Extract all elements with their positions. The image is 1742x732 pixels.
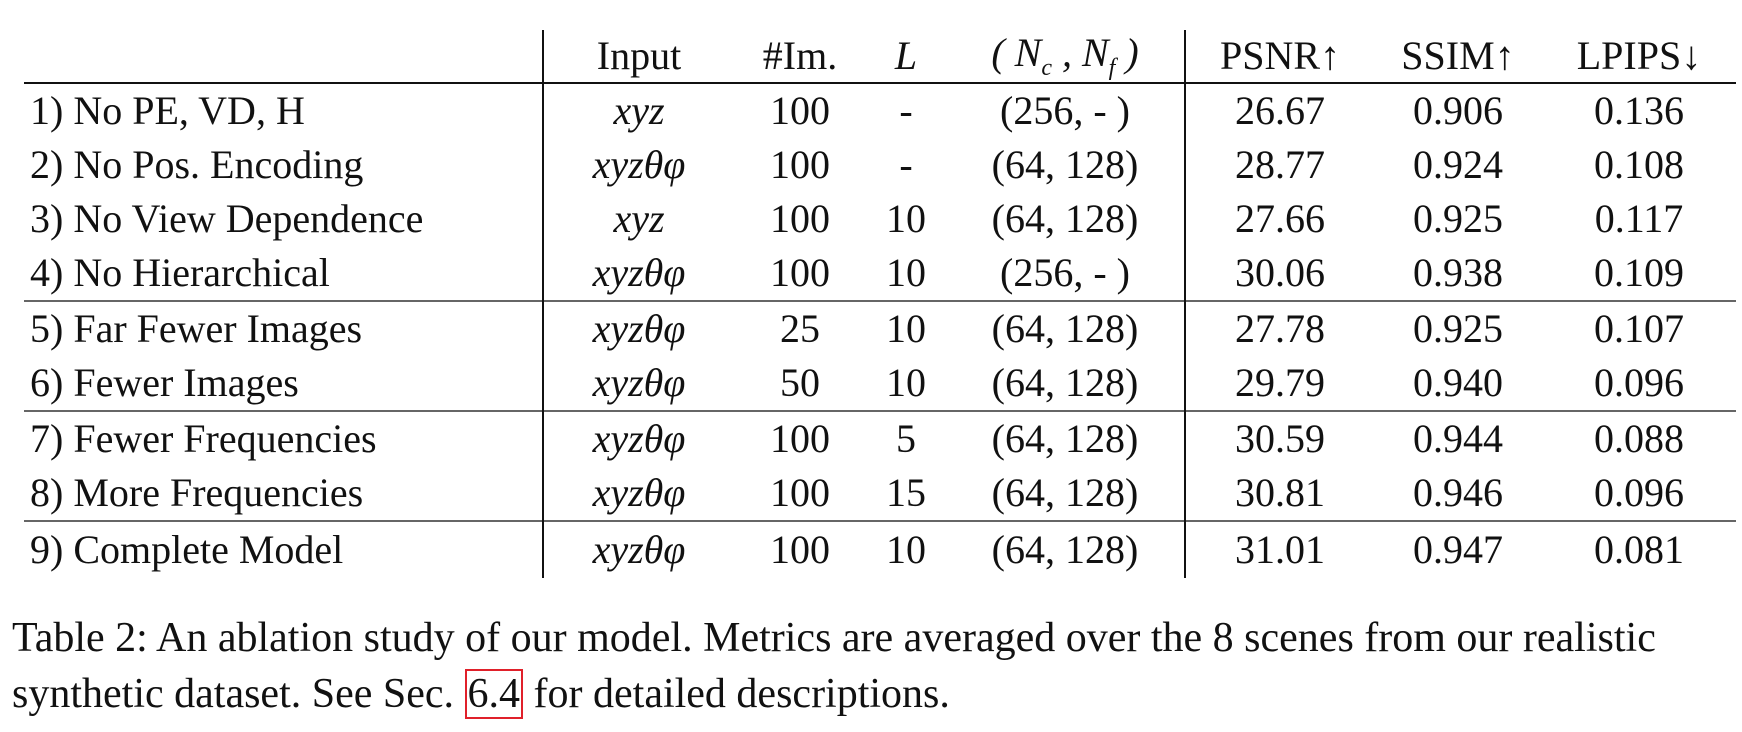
row-ssim: 0.938	[1413, 250, 1503, 295]
row-samples: (64, 128)	[946, 520, 1186, 578]
row-images: 100	[770, 88, 830, 133]
row-input: xyzθφ	[542, 138, 734, 192]
table-row: 6) Fewer Images xyzθφ 50 10 (64, 128) 29…	[24, 356, 1736, 411]
row-ssim: 0.925	[1374, 300, 1542, 356]
row-l: 10	[886, 196, 926, 241]
row-images: 100	[734, 410, 866, 466]
row-input: xyzθφ	[542, 300, 734, 356]
row-images: 100	[770, 470, 830, 515]
row-samples: (64, 128)	[946, 356, 1186, 411]
row-lpips: 0.107	[1542, 300, 1736, 356]
row-l: 15	[886, 470, 926, 515]
row-input: xyzθφ	[542, 520, 734, 578]
row-input: xyzθφ	[542, 466, 734, 521]
header-lpips: LPIPS↓	[1542, 30, 1736, 84]
row-samples: (64, 128)	[946, 192, 1186, 246]
table-body: 1) No PE, VD, H xyz 100 - (256, - ) 26.6…	[24, 83, 1736, 578]
header-l: L	[866, 30, 946, 84]
row-l: -	[899, 142, 913, 187]
row-psnr: 30.81	[1235, 470, 1325, 515]
row-lpips: 0.096	[1594, 360, 1684, 405]
row-label: 4) No Hierarchical	[30, 250, 330, 295]
table-row: 1) No PE, VD, H xyz 100 - (256, - ) 26.6…	[24, 83, 1736, 138]
table-row: 5) Far Fewer Images xyzθφ 25 10 (64, 128…	[24, 300, 1736, 356]
table-row: 4) No Hierarchical xyzθφ 100 10 (256, - …	[24, 246, 1736, 301]
header-nc-nf: ( Nc , Nf )	[946, 30, 1186, 84]
row-l: 10	[886, 250, 926, 295]
row-samples: (64, 128)	[946, 138, 1186, 192]
row-images: 100	[770, 250, 830, 295]
row-lpips: 0.117	[1594, 196, 1684, 241]
row-l: 10	[886, 360, 926, 405]
table-header-row: Input #Im. L ( Nc , Nf ) PSNR↑ SSIM↑ LPI…	[24, 30, 1736, 84]
row-input: xyzθφ	[542, 356, 734, 411]
row-lpips: 0.109	[1594, 250, 1684, 295]
row-psnr: 27.78	[1185, 300, 1374, 356]
table-caption: Table 2: An ablation study of our model.…	[12, 610, 1737, 722]
header-num-images: #Im.	[734, 30, 866, 84]
row-samples: (64, 128)	[946, 410, 1186, 466]
row-lpips: 0.108	[1594, 142, 1684, 187]
row-input: xyzθφ	[542, 410, 734, 466]
row-label: 3) No View Dependence	[30, 196, 424, 241]
ablation-table: Input #Im. L ( Nc , Nf ) PSNR↑ SSIM↑ LPI…	[24, 30, 1736, 578]
row-samples: (64, 128)	[946, 466, 1186, 521]
row-ssim: 0.944	[1374, 410, 1542, 466]
table-row: 2) No Pos. Encoding xyzθφ 100 - (64, 128…	[24, 138, 1736, 192]
row-label: 2) No Pos. Encoding	[30, 142, 364, 187]
row-label: 6) Fewer Images	[30, 360, 299, 405]
row-lpips-best: 0.081	[1542, 520, 1736, 578]
header-ssim: SSIM↑	[1374, 30, 1542, 84]
row-l: 10	[866, 520, 946, 578]
row-input: xyzθφ	[542, 246, 734, 301]
row-lpips: 0.096	[1594, 470, 1684, 515]
row-ssim-best: 0.947	[1374, 520, 1542, 578]
row-lpips: 0.136	[1594, 88, 1684, 133]
row-ssim: 0.924	[1413, 142, 1503, 187]
row-input: xyz	[542, 192, 734, 246]
row-psnr: 30.06	[1235, 250, 1325, 295]
row-images: 50	[780, 360, 820, 405]
row-label: 7) Fewer Frequencies	[24, 410, 543, 466]
row-ssim: 0.946	[1413, 470, 1503, 515]
row-ssim: 0.940	[1413, 360, 1503, 405]
row-label: 8) More Frequencies	[30, 470, 364, 515]
row-images: 100	[770, 142, 830, 187]
row-label: 5) Far Fewer Images	[24, 300, 543, 356]
row-psnr-best: 31.01	[1185, 520, 1374, 578]
table-row: 7) Fewer Frequencies xyzθφ 100 5 (64, 12…	[24, 410, 1736, 466]
section-ref-link[interactable]: 6.4	[464, 669, 524, 719]
row-label: 1) No PE, VD, H	[30, 88, 305, 133]
row-images: 100	[734, 520, 866, 578]
row-l: -	[899, 88, 913, 133]
row-psnr: 30.59	[1185, 410, 1374, 466]
row-psnr: 26.67	[1235, 88, 1325, 133]
caption-text-after: for detailed descriptions.	[523, 671, 950, 717]
row-ssim: 0.925	[1413, 196, 1503, 241]
row-psnr: 27.66	[1235, 196, 1325, 241]
row-l: 10	[866, 300, 946, 356]
table-row: 3) No View Dependence xyz 100 10 (64, 12…	[24, 192, 1736, 246]
row-lpips: 0.088	[1542, 410, 1736, 466]
header-psnr: PSNR↑	[1185, 30, 1374, 84]
row-input: xyz	[542, 83, 734, 138]
row-samples: (256, - )	[946, 83, 1186, 138]
table-row-complete-model: 9) Complete Model xyzθφ 100 10 (64, 128)…	[24, 520, 1736, 578]
header-input: Input	[542, 30, 734, 84]
row-ssim: 0.906	[1413, 88, 1503, 133]
table-row: 8) More Frequencies xyzθφ 100 15 (64, 12…	[24, 466, 1736, 521]
row-images: 100	[770, 196, 830, 241]
row-label: 9) Complete Model	[24, 520, 543, 578]
row-images: 25	[734, 300, 866, 356]
row-psnr: 29.79	[1235, 360, 1325, 405]
row-samples: (256, - )	[946, 246, 1186, 301]
row-samples: (64, 128)	[946, 300, 1186, 356]
header-label	[24, 30, 543, 84]
caption-text-before: Table 2: An ablation study of our model.…	[12, 615, 1656, 717]
row-l: 5	[866, 410, 946, 466]
row-psnr: 28.77	[1235, 142, 1325, 187]
